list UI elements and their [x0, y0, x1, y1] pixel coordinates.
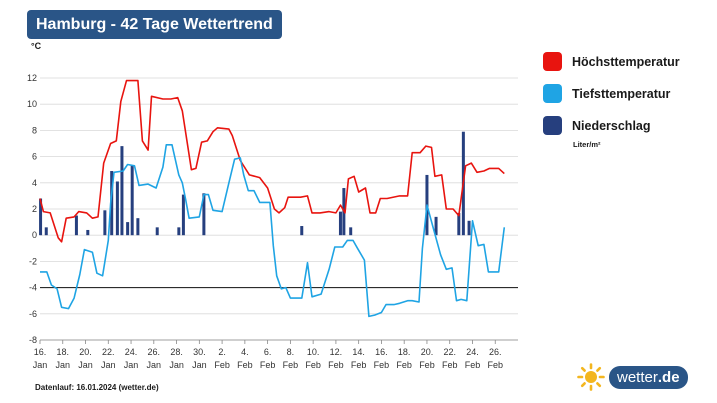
x-tick-month: Feb: [328, 360, 344, 370]
x-tick-month: Feb: [396, 360, 412, 370]
precipitation-bar: [457, 212, 461, 236]
y-tick-label: 4: [32, 178, 37, 188]
x-axis-ticks: 16. Jan 18. Jan 20. Jan 22. Jan 24. Jan 26. Jan 28. J…: [33, 340, 503, 370]
precipitation-bar: [130, 165, 134, 236]
legend-label-precip: Niederschlag: [572, 118, 651, 133]
chart-title: Hamburg - 42 Tage Wettertrend: [27, 10, 282, 39]
x-tick-day: 26.: [148, 347, 161, 357]
y-axis-ticks: -8 -6 -4 -2 0 2 4 6 8 10 12: [27, 73, 37, 345]
precipitation-bar: [126, 222, 130, 236]
wetter-de-logo[interactable]: wetter.de: [577, 363, 688, 391]
legend-item-precip: Niederschlag: [543, 116, 651, 135]
x-tick-month: Feb: [305, 360, 321, 370]
sun-icon: [577, 363, 605, 391]
y-tick-label: 10: [27, 99, 37, 109]
y-tick-label: -2: [29, 256, 37, 266]
data-source-note: Datenlauf: 16.01.2024 (wetter.de): [35, 383, 159, 392]
precipitation-bar: [120, 146, 124, 236]
x-tick-day: 16.: [375, 347, 388, 357]
precipitation-bar: [74, 215, 78, 236]
x-tick-day: 22.: [102, 347, 115, 357]
max-temp-line: [39, 79, 505, 243]
y-tick-label: 2: [32, 204, 37, 214]
precipitation-bar: [467, 220, 471, 236]
precipitation-bar: [39, 198, 43, 236]
x-tick-month: Jan: [78, 360, 93, 370]
x-tick-day: 18.: [398, 347, 411, 357]
y-tick-label: 8: [32, 125, 37, 135]
x-tick-month: Jan: [147, 360, 162, 370]
x-tick-day: 26.: [489, 347, 502, 357]
legend-label-min: Tiefsttemperatur: [572, 86, 671, 101]
legend-item-max: Höchsttemperatur: [543, 52, 680, 71]
x-tick-day: 6.: [264, 347, 272, 357]
x-tick-month: Jan: [101, 360, 116, 370]
x-tick-day: 24.: [466, 347, 479, 357]
precipitation-bar: [110, 171, 114, 236]
precipitation-bar: [155, 227, 159, 236]
legend-swatch-min: [543, 84, 562, 103]
legend-item-min: Tiefsttemperatur: [543, 84, 670, 103]
precipitation-bar: [44, 227, 48, 236]
legend-swatch-precip: [543, 116, 562, 135]
x-tick-month: Feb: [442, 360, 458, 370]
precipitation-bar: [115, 181, 119, 236]
x-tick-day: 20.: [421, 347, 434, 357]
x-tick-day: 30.: [193, 347, 206, 357]
precipitation-bars: [39, 131, 471, 236]
chart-grid: [40, 77, 518, 341]
x-tick-day: 28.: [170, 347, 183, 357]
x-tick-month: Feb: [487, 360, 503, 370]
y-tick-label: -4: [29, 283, 37, 293]
x-tick-day: 12.: [330, 347, 343, 357]
x-tick-day: 24.: [125, 347, 138, 357]
x-tick-month: Feb: [465, 360, 481, 370]
legend-label-max: Höchsttemperatur: [572, 54, 680, 69]
precipitation-bar: [202, 193, 206, 236]
precipitation-bar: [86, 229, 90, 236]
x-tick-month: Feb: [283, 360, 299, 370]
precipitation-bar: [338, 211, 342, 236]
x-tick-day: 2.: [218, 347, 226, 357]
logo-wordmark: wetter.de: [609, 365, 688, 389]
x-tick-month: Jan: [33, 360, 48, 370]
x-tick-day: 16.: [34, 347, 47, 357]
x-tick-month: Jan: [124, 360, 139, 370]
min-temp-line: [40, 144, 506, 318]
x-tick-month: Feb: [419, 360, 435, 370]
x-tick-day: 8.: [287, 347, 295, 357]
precip-unit-label: Liter/m²: [573, 140, 601, 149]
x-tick-day: 10.: [307, 347, 320, 357]
precipitation-bar: [349, 227, 353, 236]
x-tick-month: Feb: [351, 360, 367, 370]
legend-swatch-max: [543, 52, 562, 71]
y-axis-unit: °C: [31, 41, 42, 51]
y-tick-label: 6: [32, 152, 37, 162]
x-tick-day: 22.: [443, 347, 456, 357]
precipitation-bar: [434, 216, 438, 236]
x-tick-month: Feb: [374, 360, 390, 370]
precipitation-bar: [103, 210, 107, 236]
x-tick-month: Feb: [214, 360, 230, 370]
x-tick-day: 14.: [352, 347, 365, 357]
y-tick-label: 12: [27, 73, 37, 83]
x-tick-day: 20.: [79, 347, 92, 357]
y-tick-label: -8: [29, 335, 37, 345]
x-tick-month: Jan: [192, 360, 207, 370]
x-tick-month: Feb: [237, 360, 253, 370]
precipitation-bar: [177, 227, 181, 236]
y-tick-label: -6: [29, 309, 37, 319]
precipitation-bar: [136, 218, 140, 236]
precipitation-bar: [300, 226, 304, 236]
y-tick-label: 0: [32, 230, 37, 240]
x-tick-month: Jan: [169, 360, 184, 370]
precipitation-bar: [181, 194, 185, 236]
x-tick-day: 18.: [57, 347, 70, 357]
x-tick-month: Feb: [260, 360, 276, 370]
x-tick-day: 4.: [241, 347, 249, 357]
temperature-lines: [39, 79, 506, 318]
x-tick-month: Jan: [56, 360, 71, 370]
